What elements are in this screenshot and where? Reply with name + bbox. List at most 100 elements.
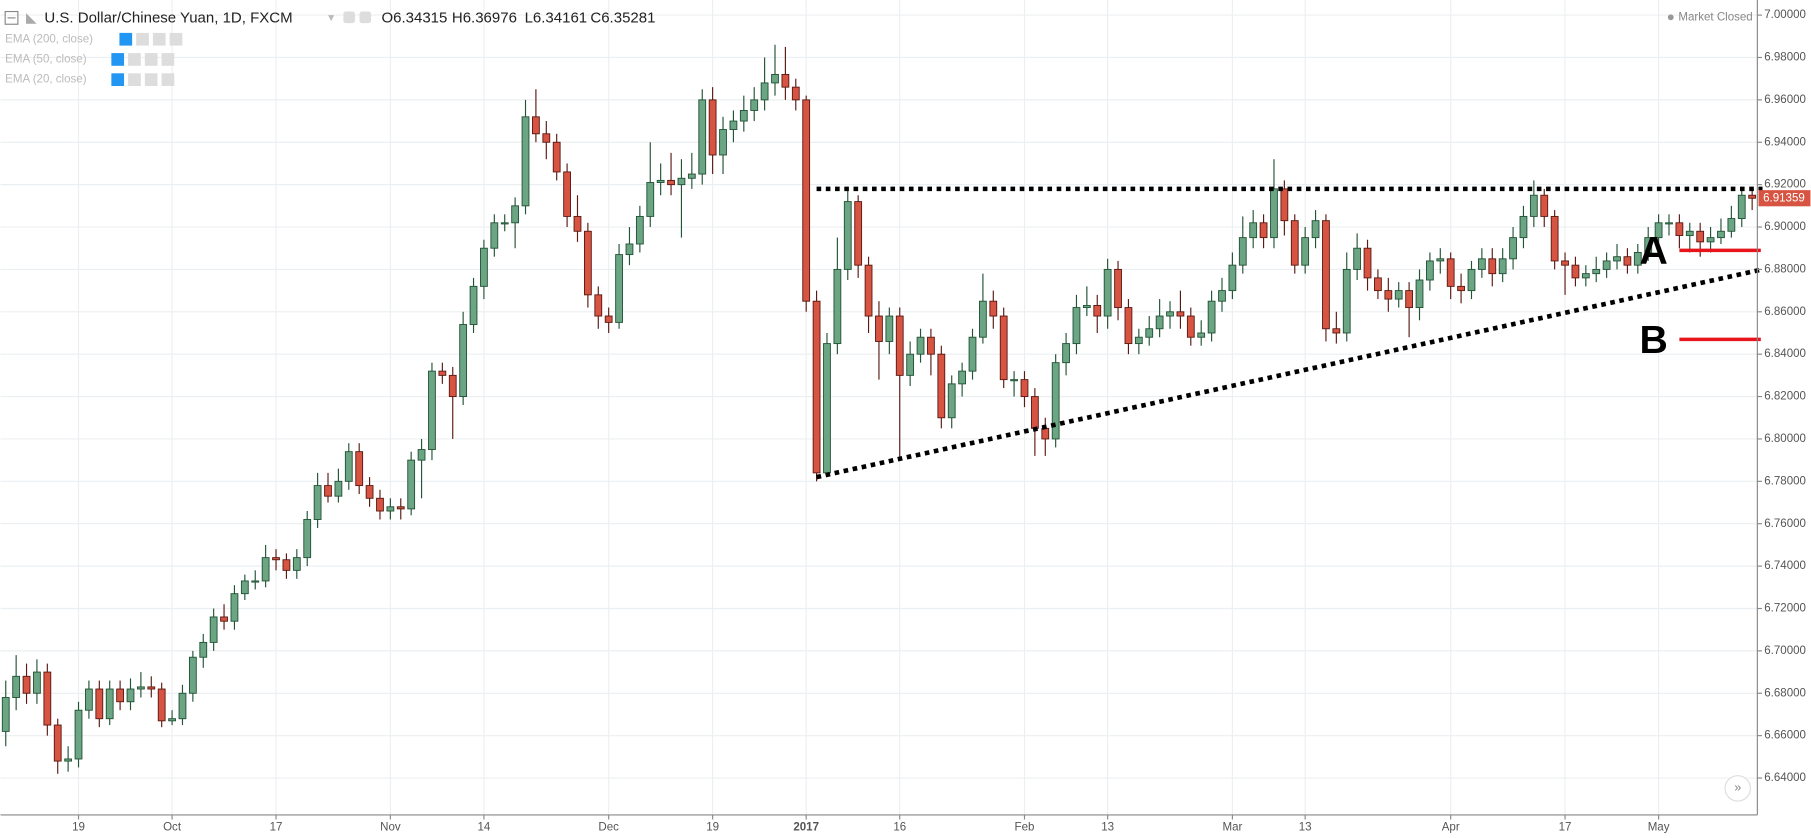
collapse-icon[interactable] bbox=[4, 10, 19, 25]
candle-body bbox=[1082, 304, 1091, 309]
indicator-button[interactable] bbox=[128, 73, 141, 86]
candle-body bbox=[1280, 188, 1289, 222]
x-tick-label: 16 bbox=[893, 822, 906, 834]
scroll-button[interactable] bbox=[1724, 775, 1752, 802]
candle-body bbox=[729, 120, 738, 130]
candle-body bbox=[1706, 237, 1715, 243]
candle-body bbox=[1613, 256, 1621, 262]
indicator-visibility[interactable] bbox=[111, 73, 125, 86]
indicator-visibility[interactable] bbox=[119, 32, 133, 46]
candle-body bbox=[334, 480, 343, 497]
x-tick-label: 2017 bbox=[793, 822, 819, 834]
candle-body bbox=[376, 497, 384, 512]
x-tick-label: May bbox=[1648, 822, 1670, 834]
candle-body bbox=[105, 688, 114, 720]
chart-title: U.S. Dollar/Chinese Yuan, 1D, FXCM bbox=[44, 9, 292, 26]
x-tick-label: 14 bbox=[478, 822, 491, 834]
candle-body bbox=[178, 692, 187, 720]
candle-body bbox=[916, 336, 925, 355]
y-tick-label: 6.84000 bbox=[1764, 348, 1806, 360]
candle-body bbox=[157, 688, 166, 722]
candle-body bbox=[272, 557, 280, 561]
candle-body bbox=[1228, 264, 1237, 292]
candle-body bbox=[417, 449, 426, 461]
candle-body bbox=[583, 230, 592, 296]
candle-body bbox=[209, 616, 218, 643]
candle-body bbox=[1020, 379, 1029, 398]
dropdown-icon[interactable]: ▼ bbox=[326, 13, 336, 24]
candle-body bbox=[1696, 230, 1705, 243]
candle-body bbox=[947, 383, 956, 419]
candle-body bbox=[355, 451, 364, 487]
candle-body bbox=[687, 173, 696, 179]
candle-body bbox=[1717, 230, 1725, 239]
candle-body bbox=[1259, 222, 1268, 239]
candle-body bbox=[1550, 215, 1559, 262]
candle-body bbox=[791, 86, 800, 101]
candle-body bbox=[1415, 279, 1424, 309]
candle-body bbox=[563, 171, 571, 217]
candle-body bbox=[1446, 258, 1455, 287]
candle-body bbox=[968, 336, 977, 372]
settings-icon[interactable] bbox=[343, 11, 355, 24]
candle-body bbox=[760, 82, 769, 101]
candle-body bbox=[906, 353, 915, 376]
candle-body bbox=[480, 247, 488, 287]
candle-body bbox=[750, 99, 759, 111]
candle-body bbox=[1488, 258, 1497, 275]
candle-body bbox=[781, 73, 790, 88]
candle-body bbox=[1134, 336, 1143, 345]
candle-body bbox=[1363, 247, 1372, 279]
candle-body bbox=[532, 116, 540, 135]
candle-body bbox=[1311, 220, 1320, 239]
indicator-button[interactable] bbox=[144, 73, 158, 86]
candle-body bbox=[33, 671, 41, 694]
x-tick-label: Oct bbox=[163, 822, 182, 834]
indicator-button[interactable] bbox=[136, 32, 149, 46]
candle-body bbox=[1633, 251, 1642, 266]
candle-body bbox=[698, 99, 707, 175]
candle-body bbox=[864, 264, 873, 317]
indicator-button[interactable] bbox=[152, 32, 166, 46]
candle-body bbox=[251, 580, 260, 583]
ohlc-low: L6.34161 bbox=[525, 9, 588, 26]
candle-body bbox=[199, 641, 208, 658]
x-tick-label: 19 bbox=[706, 822, 719, 834]
candle-body bbox=[1124, 307, 1133, 345]
candle-body bbox=[802, 99, 811, 302]
y-tick-label: 6.78000 bbox=[1764, 475, 1806, 487]
level-label: B bbox=[1640, 318, 1668, 362]
indicator-button[interactable] bbox=[144, 53, 158, 66]
y-tick-label: 6.70000 bbox=[1764, 645, 1806, 657]
indicator-button[interactable] bbox=[161, 53, 175, 66]
candle-body bbox=[1405, 290, 1414, 309]
y-tick-label: 6.68000 bbox=[1764, 687, 1806, 699]
settings-icon[interactable] bbox=[359, 11, 372, 24]
x-tick-label: Dec bbox=[598, 822, 619, 834]
market-status: Market Closed bbox=[1678, 11, 1752, 23]
candle-body bbox=[1685, 230, 1694, 236]
y-tick-label: 6.88000 bbox=[1764, 263, 1806, 275]
indicator-button[interactable] bbox=[169, 32, 183, 46]
candle-body bbox=[365, 485, 374, 499]
candle-body bbox=[885, 315, 894, 342]
candle-body bbox=[1436, 258, 1445, 262]
candle-body bbox=[1581, 273, 1590, 279]
candle-body bbox=[646, 182, 655, 217]
candle-body bbox=[1197, 332, 1206, 338]
candle-body bbox=[261, 557, 270, 582]
candle-body bbox=[448, 374, 457, 398]
candle-body bbox=[1051, 362, 1060, 440]
y-tick-label: 6.72000 bbox=[1764, 603, 1806, 615]
y-tick-label: 6.82000 bbox=[1764, 391, 1806, 403]
candle-body bbox=[958, 370, 967, 385]
indicator-button[interactable] bbox=[128, 53, 141, 66]
indicator-button[interactable] bbox=[161, 73, 175, 86]
candle-body bbox=[469, 285, 478, 325]
candle-body bbox=[1748, 194, 1757, 199]
candle-body bbox=[1353, 247, 1362, 270]
candle-body bbox=[303, 519, 312, 559]
candle-body bbox=[1030, 396, 1039, 429]
indicator-visibility[interactable] bbox=[111, 53, 125, 66]
candle-body bbox=[1602, 260, 1611, 270]
